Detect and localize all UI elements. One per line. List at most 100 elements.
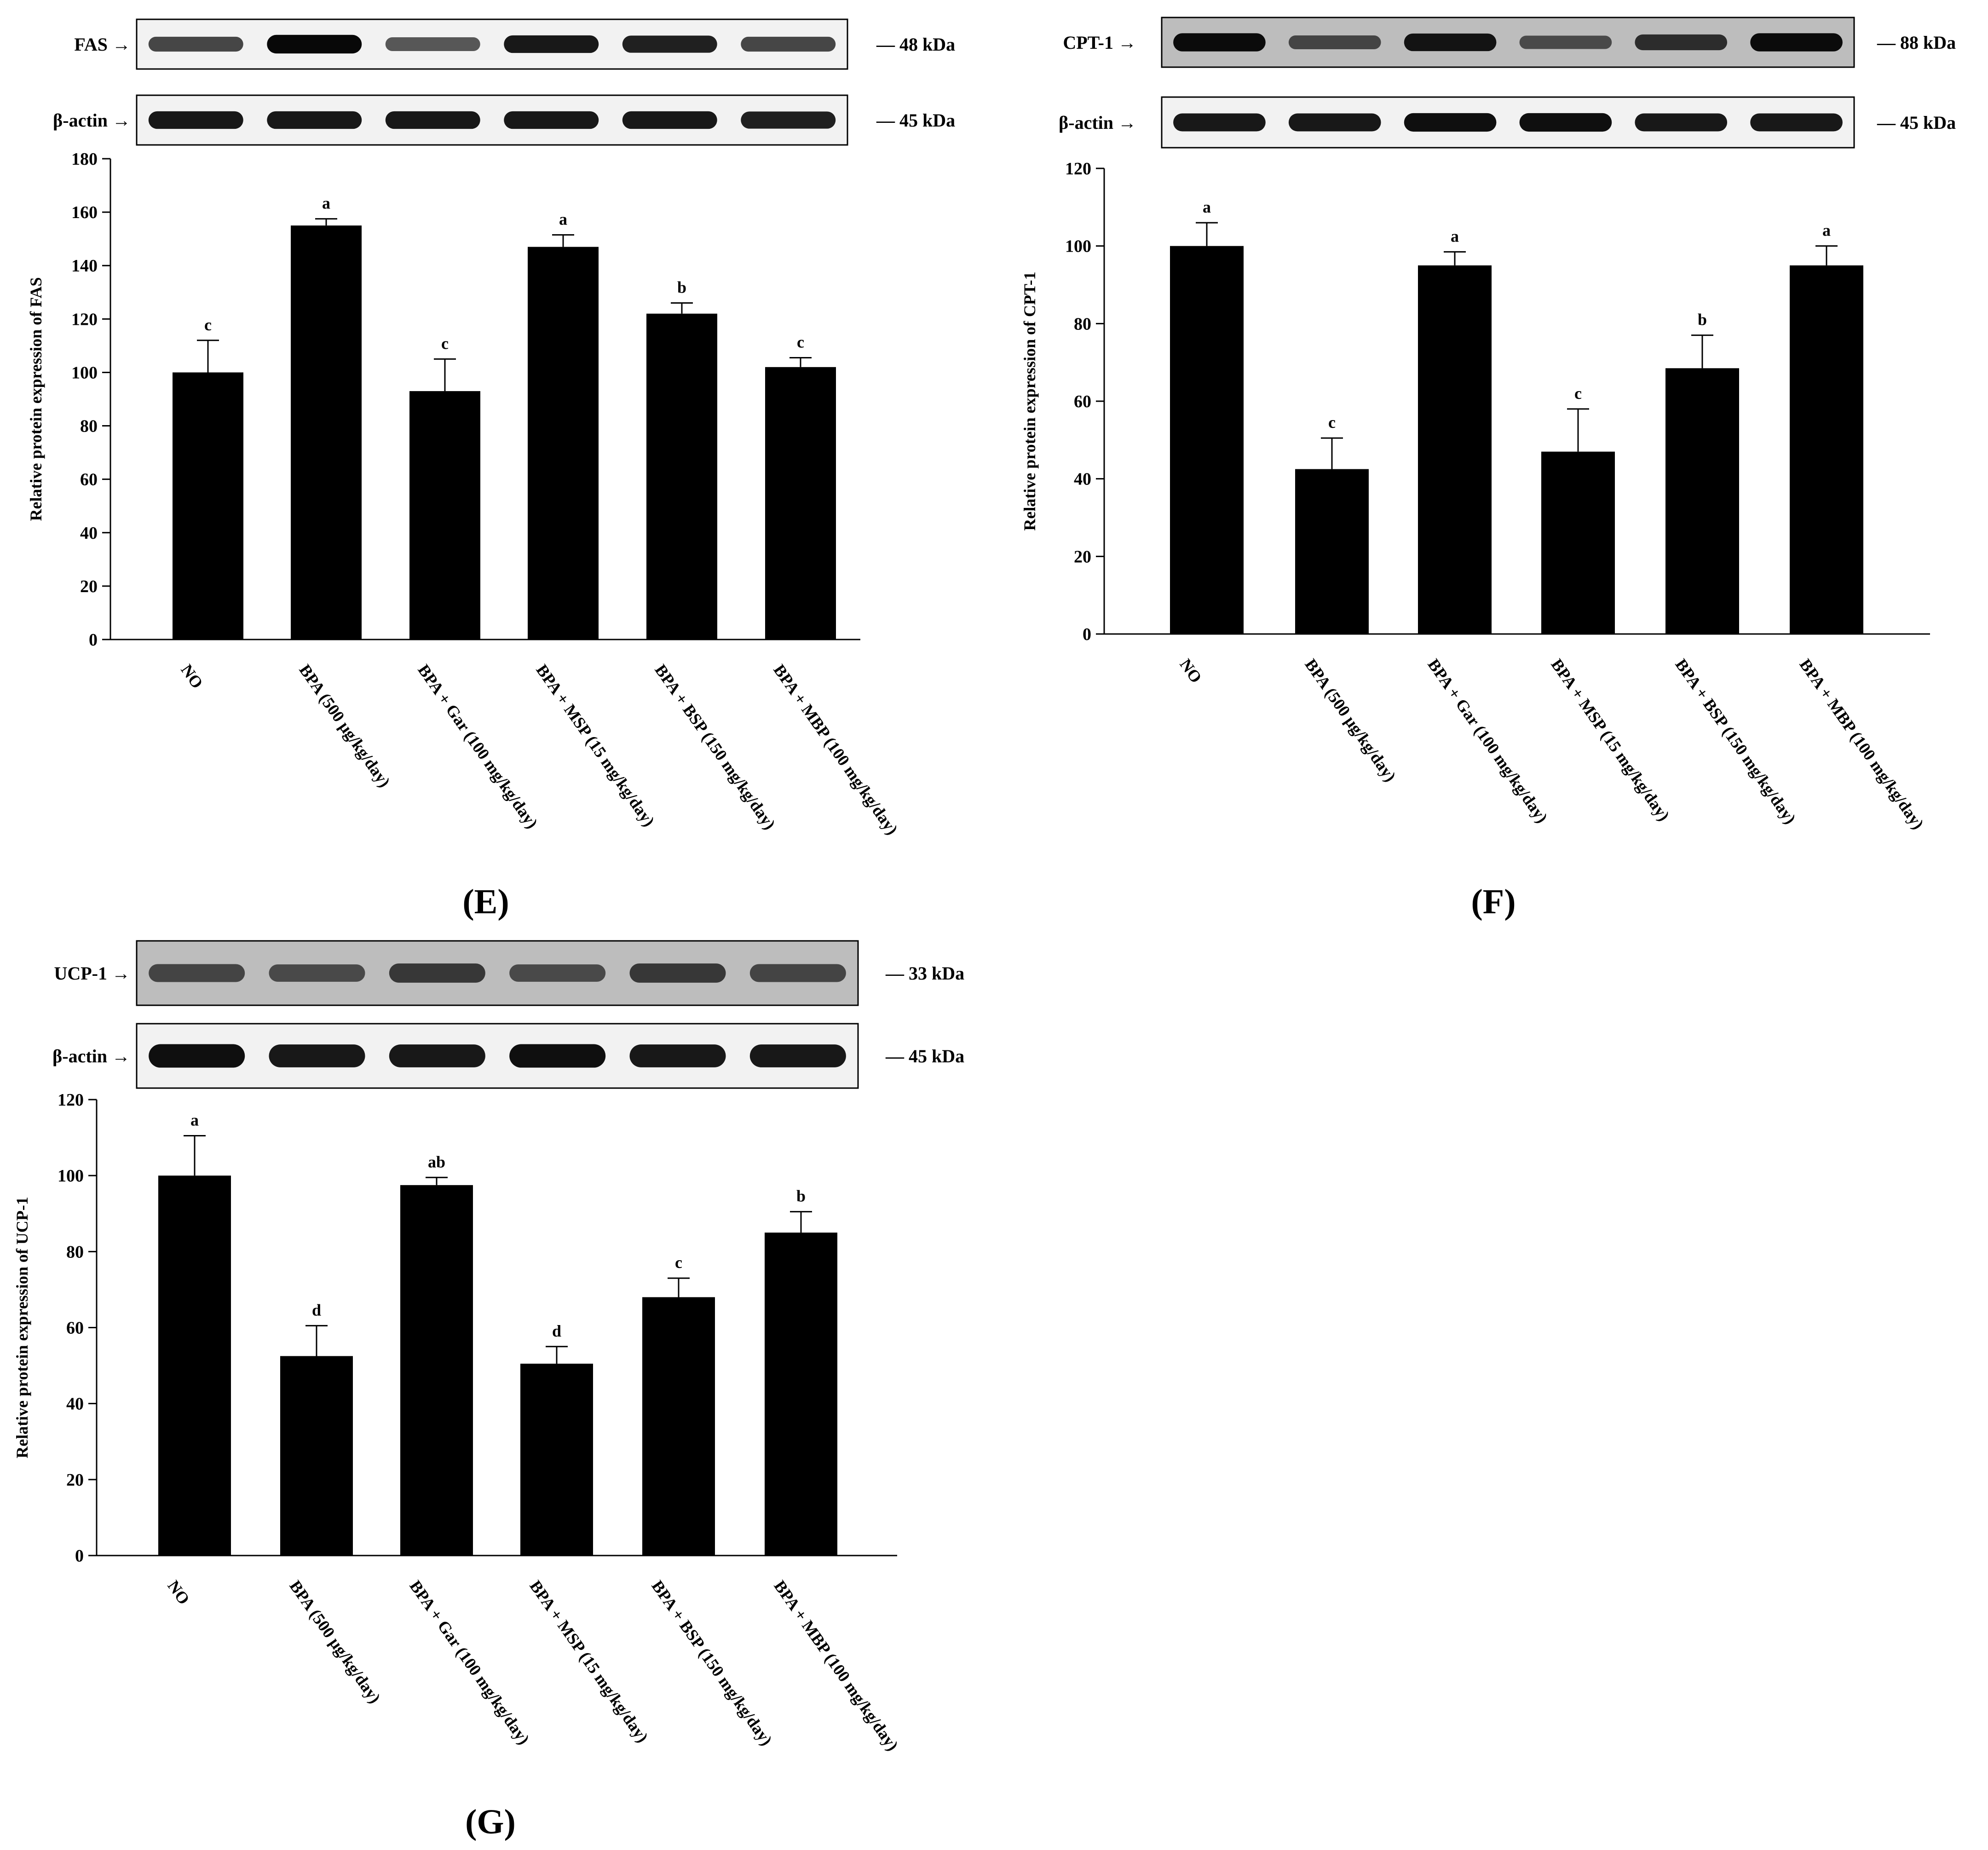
significance-letter: a: [190, 1111, 199, 1129]
significance-letter: c: [441, 334, 449, 352]
category-label: NO: [1176, 656, 1205, 686]
significance-letter: a: [1203, 198, 1211, 216]
y-tick-label: 180: [71, 150, 98, 169]
blot-label: UCP-1 →: [54, 963, 130, 984]
blot-band: [622, 111, 717, 129]
y-tick-label: 120: [1065, 159, 1091, 179]
blot-label: CPT-1 →: [1063, 32, 1136, 53]
category-label: BPA + MSP (15 mg/kg/day): [526, 1577, 652, 1746]
blot-membrane: [1161, 96, 1855, 149]
bar: [173, 372, 243, 640]
bar: [1295, 469, 1369, 634]
bar: [520, 1363, 593, 1556]
bar: [765, 1233, 837, 1556]
blot-kda-label: — 45 kDa: [876, 110, 955, 131]
bar: [765, 367, 836, 640]
significance-letter: c: [1574, 384, 1582, 403]
category-label: BPA + BSP (150 mg/kg/day): [651, 661, 779, 833]
panel-label: (E): [462, 882, 509, 921]
y-tick-label: 100: [71, 363, 98, 382]
blot-band: [1404, 33, 1497, 52]
category-label: BPA (500 μg/kg/day): [286, 1577, 384, 1707]
blot-band: [1750, 33, 1843, 52]
blot-band: [749, 1044, 846, 1067]
bar: [280, 1356, 353, 1556]
blot-label: β-actin →: [1059, 112, 1136, 133]
category-label: BPA (500 μg/kg/day): [1301, 656, 1400, 785]
y-tick-label: 140: [71, 256, 98, 276]
blot-band: [148, 111, 243, 129]
blot-label: FAS →: [74, 34, 131, 55]
blot-membrane: [1161, 17, 1855, 68]
blot-band: [269, 964, 365, 982]
bar: [409, 391, 480, 640]
category-label: BPA (500 μg/kg/day): [295, 661, 394, 791]
significance-letter: c: [1328, 413, 1336, 432]
bar: [646, 313, 717, 640]
blot-band: [1635, 34, 1728, 51]
bar: [528, 247, 599, 640]
blot-band: [149, 1044, 245, 1068]
significance-letter: b: [1698, 311, 1707, 329]
blot-band: [385, 111, 480, 129]
blot-band: [1519, 35, 1612, 49]
blot-band: [509, 964, 606, 982]
blot-band: [622, 35, 717, 53]
blot-kda-label: — 33 kDa: [885, 963, 964, 984]
y-tick-label: 120: [71, 310, 98, 329]
significance-letter: d: [312, 1301, 321, 1319]
blot-band: [149, 964, 245, 982]
category-label: BPA + MBP (100 mg/kg/day): [1796, 656, 1927, 833]
blot-band: [504, 111, 599, 129]
category-label: BPA + Gar (100 mg/kg/day): [1424, 656, 1551, 826]
blot-band: [389, 963, 485, 983]
bar: [1665, 368, 1739, 634]
bar: [400, 1185, 473, 1556]
blot-membrane: [136, 18, 848, 70]
category-label: BPA + MBP (100 mg/kg/day): [770, 1577, 902, 1754]
y-axis-label: Relative protein expression of UCP-1: [13, 1197, 31, 1458]
y-tick-label: 160: [71, 203, 98, 222]
blot-band: [749, 964, 846, 982]
panel-label: (G): [465, 1803, 516, 1841]
significance-letter: b: [796, 1187, 806, 1205]
significance-letter: ab: [428, 1153, 445, 1171]
bar: [1541, 451, 1615, 634]
blot-band: [509, 1044, 606, 1068]
category-label: BPA + BSP (150 mg/kg/day): [1671, 656, 1799, 827]
category-label: BPA + Gar (100 mg/kg/day): [414, 661, 542, 832]
significance-letter: a: [322, 194, 330, 213]
y-tick-label: 40: [66, 1395, 84, 1414]
significance-letter: c: [675, 1253, 682, 1272]
y-tick-label: 80: [80, 417, 98, 436]
bar: [291, 225, 362, 640]
y-tick-label: 0: [89, 630, 98, 650]
y-tick-label: 60: [1074, 392, 1091, 411]
blot-band: [1173, 113, 1266, 132]
category-label: BPA + MBP (100 mg/kg/day): [770, 661, 901, 838]
significance-letter: a: [559, 210, 567, 228]
blot-band: [269, 1044, 365, 1067]
blot-membrane: [136, 940, 859, 1006]
blot-kda-label: — 88 kDa: [1877, 32, 1956, 53]
category-label: BPA + MSP (15 mg/kg/day): [1547, 656, 1673, 824]
blot-band: [267, 35, 362, 54]
blot-band: [1404, 113, 1497, 132]
chart-panel: CPT-1 → — 88 kDa β-actin → — 45 kDa 0 20 40 60 8…: [1020, 17, 1956, 921]
y-tick-label: 100: [1065, 237, 1091, 256]
blot-label: β-actin →: [52, 1046, 130, 1066]
blot-band: [1288, 113, 1381, 132]
panel-label: (F): [1471, 882, 1515, 921]
significance-letter: b: [677, 278, 686, 297]
y-tick-label: 80: [66, 1242, 84, 1262]
blot-band: [741, 36, 836, 52]
y-tick-label: 60: [80, 470, 98, 490]
blot-band: [385, 37, 480, 52]
blot-band: [504, 35, 599, 53]
blot-band: [1750, 113, 1843, 132]
bar: [1418, 265, 1492, 634]
chart-panel: UCP-1 → — 33 kDa β-actin → — 45 kDa 0 20 40 60 8…: [13, 940, 964, 1841]
y-tick-label: 20: [1074, 547, 1091, 566]
blot-band: [1173, 33, 1266, 52]
